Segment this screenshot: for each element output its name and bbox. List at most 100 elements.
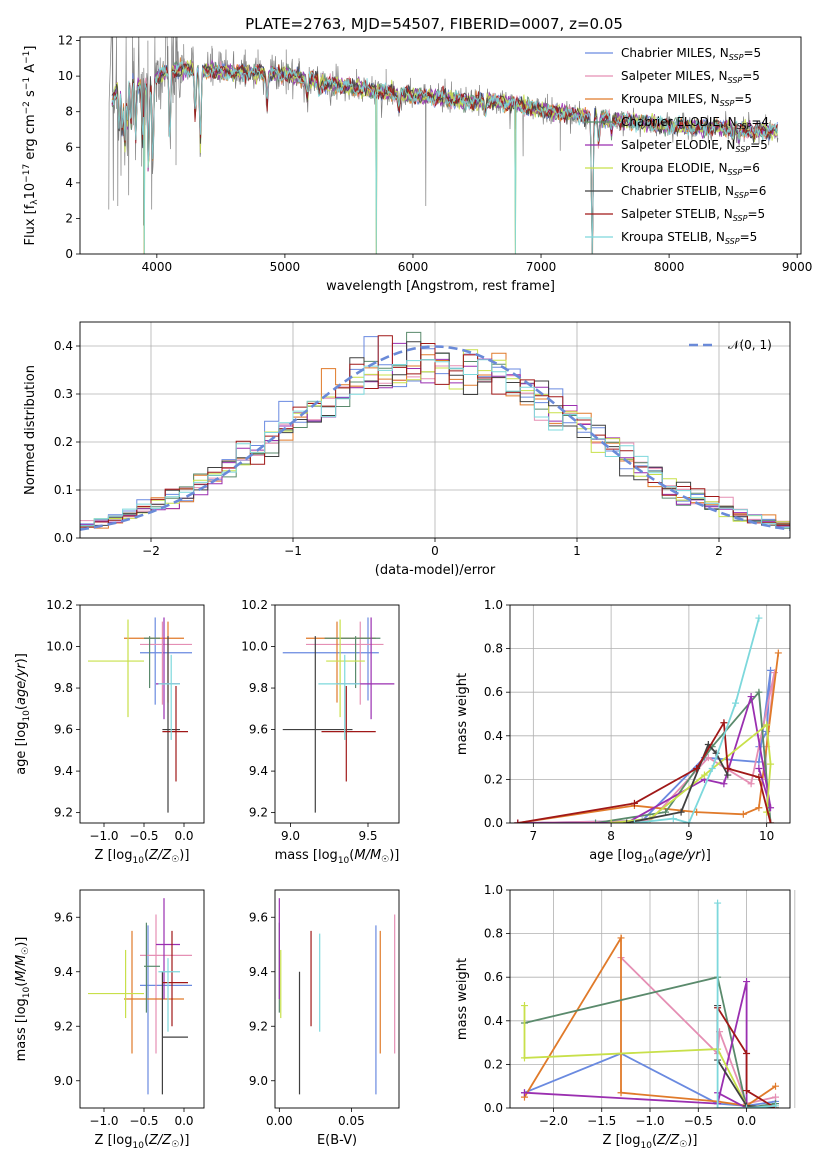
weight-vs-z-marker	[617, 1089, 625, 1097]
weight-vs-age-marker	[720, 719, 728, 727]
age-vs-z-ytick-label: 10.2	[46, 598, 73, 612]
weight-vs-age-marker	[755, 688, 763, 696]
weight-vs-z-xtick-label: −0.5	[684, 1114, 713, 1128]
weight-vs-age-marker	[755, 804, 763, 812]
weight-vs-age-ylabel: mass weight	[455, 673, 470, 755]
mass-vs-ebv-plot-area	[278, 898, 396, 1095]
mass-vs-z-frame	[79, 889, 205, 1109]
residuals-xtick-label: −2	[142, 544, 160, 558]
weight-vs-age-xtick-label: 9	[685, 829, 693, 843]
age-vs-z-ylabel: age [log10(age/yr)]	[14, 653, 32, 775]
mass-vs-ebv-xtick-label: 0.00	[266, 1114, 293, 1128]
weight-vs-age-marker	[724, 765, 732, 772]
mass-vs-z-xlabel: Z [log10(Z/Z☉)]	[95, 1133, 190, 1151]
residuals-ylabel: Normed distribution	[23, 365, 38, 495]
weight-vs-age-series-8	[634, 617, 760, 823]
weight-vs-age-marker	[739, 810, 747, 818]
weight-vs-age-marker	[720, 780, 728, 788]
spectrum-legend: Chabrier MILES, NSSP=5 Salpeter MILES, NS…	[585, 46, 769, 246]
age-vs-z-ytick-label: 9.6	[54, 723, 73, 737]
mass-vs-ebv-axes: 0.00 0.05 9.0 9.2 9.4 9.6 E(B-V)	[249, 889, 400, 1148]
weight-vs-age-marker	[755, 614, 763, 622]
weight-vs-z-marker	[743, 978, 751, 986]
spectrum-legend-label: Salpeter ELODIE, NSSP=5	[621, 138, 768, 154]
spectrum-legend-label: Chabrier MILES, NSSP=5	[621, 46, 761, 62]
weight-vs-age-marker	[592, 819, 600, 823]
weight-vs-age-marker	[677, 808, 685, 816]
weight-vs-age-marker	[630, 799, 638, 807]
age-vs-mass-xlabel: mass [log10(M/M☉)]	[275, 848, 400, 866]
weight-vs-age-marker	[685, 819, 693, 823]
residuals-ytick-label: 0.3	[54, 387, 73, 401]
weight-vs-age-marker	[693, 765, 701, 772]
weight-vs-z-marker	[772, 1102, 780, 1108]
spectrum-ytick-label: 0	[65, 247, 73, 261]
age-vs-mass-ytick-label: 10.0	[241, 640, 268, 654]
residuals-xtick-label: 0	[431, 544, 439, 558]
weight-vs-age-marker	[514, 819, 522, 823]
age-vs-z-xtick-label: −0.5	[129, 829, 158, 843]
weight-vs-z-marker	[743, 1087, 751, 1095]
weight-vs-age-marker	[774, 649, 782, 657]
weight-vs-age-frame	[509, 604, 791, 824]
residuals-xlabel: (data-model)/error	[375, 563, 496, 578]
weight-vs-z-xtick-label: −2.0	[539, 1114, 568, 1128]
weight-vs-z-ytick-label: 0.0	[484, 1101, 503, 1115]
weight-vs-age-axes: 7 8 9 10 0.0 0.2 0.4 0.6 0.8 1.0 age [log10(age/yr…	[455, 598, 791, 866]
mass-vs-z-ylabel: mass [log10(M/M☉)]	[14, 937, 32, 1062]
spectrum-xtick-label: 5000	[270, 260, 301, 274]
age-vs-z-plot-area	[88, 617, 192, 813]
residuals-legend-label: 𝒩(0, 1)	[728, 338, 772, 352]
mass-vs-ebv-xtick-label: 0.05	[338, 1114, 365, 1128]
spectrum-ytick-label: 6	[65, 140, 73, 154]
weight-vs-z-ytick-label: 0.8	[484, 927, 503, 941]
weight-vs-age-marker	[724, 771, 732, 779]
mass-vs-ebv-ytick-label: 9.2	[249, 1019, 268, 1033]
weight-vs-z-xtick-label: −1.0	[635, 1114, 664, 1128]
weight-vs-age-marker	[747, 780, 755, 788]
weight-vs-age-marker	[763, 721, 771, 729]
weight-vs-age-marker	[732, 699, 740, 707]
weight-vs-z-ytick-label: 0.4	[484, 1014, 503, 1028]
weight-vs-z-plot-area	[520, 899, 780, 1108]
age-vs-mass-xtick-label: 9.5	[358, 829, 377, 843]
residuals-frame	[79, 321, 791, 539]
age-vs-z-frame	[79, 604, 205, 824]
weight-vs-age-xtick-label: 10	[759, 829, 774, 843]
weight-vs-z-marker	[520, 1089, 528, 1097]
mass-vs-z-ytick-label: 9.6	[54, 910, 73, 924]
weight-vs-z-marker	[772, 1082, 780, 1090]
mass-vs-z-ytick-label: 9.2	[54, 1019, 73, 1033]
spectrum-ytick-label: 2	[65, 211, 73, 225]
mass-vs-z-xtick-label: −1.0	[89, 1114, 118, 1128]
weight-vs-z-ytick-label: 1.0	[484, 883, 503, 897]
mass-vs-ebv-ytick-label: 9.0	[249, 1074, 268, 1088]
weight-vs-age-marker	[700, 771, 708, 779]
weight-vs-age-marker	[704, 754, 712, 762]
weight-vs-z-marker	[520, 1054, 528, 1062]
weight-vs-age-marker	[708, 765, 716, 772]
spectrum-ytick-label: 12	[58, 34, 73, 48]
weight-vs-age-ytick-label: 1.0	[484, 598, 503, 612]
figure-title: PLATE=2763, MJD=54507, FIBERID=0007, z=0…	[245, 15, 623, 33]
spectrum-xtick-label: 8000	[654, 260, 685, 274]
weight-vs-age-ytick-label: 0.8	[484, 642, 503, 656]
weight-vs-z-marker	[772, 1093, 780, 1101]
spectrum-ytick-label: 10	[58, 69, 73, 83]
spectrum-xtick-label: 9000	[782, 260, 813, 274]
residuals-normal-curve	[80, 345, 790, 531]
spectrum-frame	[79, 36, 802, 255]
weight-vs-z-marker	[743, 1050, 751, 1057]
weight-vs-z-marker	[743, 1104, 751, 1108]
weight-vs-age-marker	[767, 819, 775, 823]
mass-vs-z-ytick-label: 9.0	[54, 1074, 73, 1088]
spectrum-legend-label: Chabrier STELIB, NSSP=6	[621, 184, 766, 200]
residuals-xtick-label: 1	[573, 544, 581, 558]
spectrum-legend-label: Kroupa ELODIE, NSSP=6	[621, 161, 760, 177]
spectrum-legend-label: Salpeter MILES, NSSP=5	[621, 69, 760, 85]
residuals-plot-area	[80, 331, 790, 531]
weight-vs-age-marker	[767, 760, 775, 768]
spectrum-model-8	[111, 61, 778, 254]
mass-vs-ebv-ytick-label: 9.4	[249, 965, 268, 979]
spectrum-xlabel: wavelength [Angstrom, rest frame]	[326, 279, 555, 294]
